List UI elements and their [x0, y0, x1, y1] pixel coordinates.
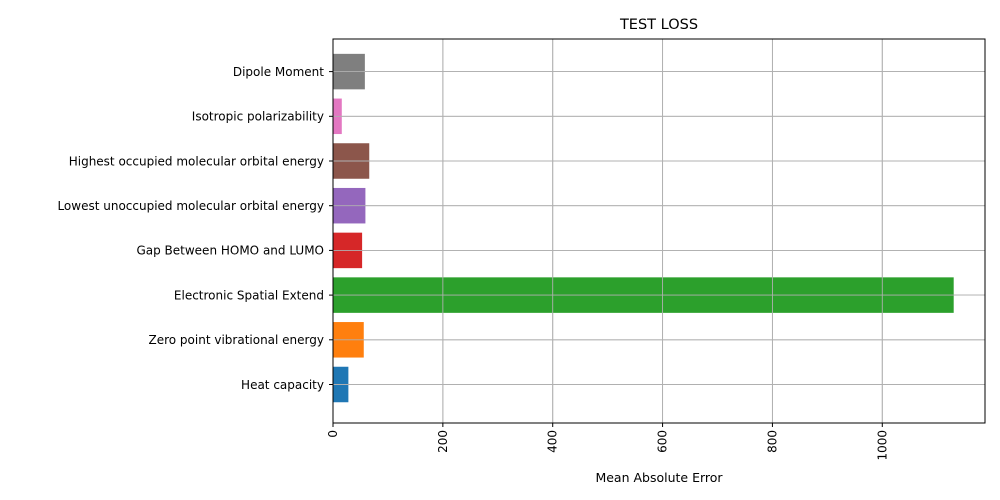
bars: [332, 39, 985, 423]
y-tick-label: Electronic Spatial Extend: [174, 288, 324, 302]
x-tick-label: 400: [546, 430, 560, 453]
x-tick-label: 600: [656, 430, 670, 453]
x-tick-label: 800: [765, 430, 779, 453]
x-axis-ticks: 0 200 400 600 800 1000: [326, 423, 889, 461]
chart-title: TEST LOSS: [619, 17, 698, 33]
y-tick-label: Zero point vibrational energy: [149, 333, 325, 347]
x-tick-label: 1000: [875, 430, 889, 461]
y-tick-label: Lowest unoccupied molecular orbital ener…: [57, 199, 324, 213]
y-tick-label: Highest occupied molecular orbital energ…: [69, 154, 324, 168]
x-tick-label: 200: [436, 430, 450, 453]
y-axis-ticks: Heat capacity Zero point vibrational ener…: [57, 65, 333, 392]
plot-frame: [332, 38, 986, 424]
y-tick-label: Gap Between HOMO and LUMO: [136, 244, 324, 258]
y-tick-label: Isotropic polarizability: [192, 110, 324, 124]
y-tick-label: Heat capacity: [241, 378, 324, 392]
y-tick-label: Dipole Moment: [233, 65, 324, 79]
x-tick-label: 0: [326, 430, 340, 438]
x-axis-label: Mean Absolute Error: [595, 470, 723, 485]
